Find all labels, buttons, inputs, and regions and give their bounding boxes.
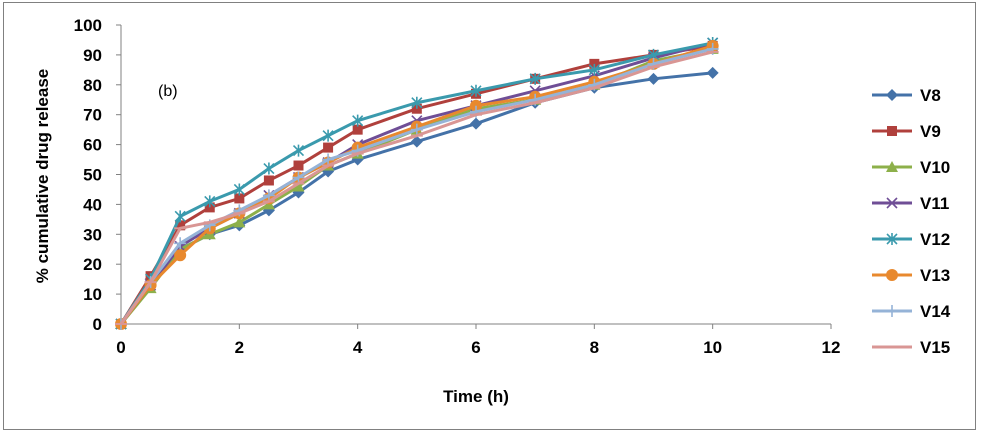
- data-point-v12: [204, 195, 216, 208]
- y-tick-label: 40: [83, 195, 102, 214]
- data-point-v12: [174, 210, 186, 223]
- data-point-v10: [233, 216, 246, 228]
- y-tick-label: 10: [83, 285, 102, 304]
- y-tick-label: 100: [74, 16, 102, 35]
- legend-label-v13: V13: [920, 266, 950, 285]
- x-tick-label: 12: [822, 338, 841, 357]
- data-point-v9: [323, 142, 334, 153]
- legend-label-v11: V11: [920, 194, 949, 213]
- series-line-v11: [119, 41, 714, 325]
- data-point-v8: [410, 135, 423, 148]
- legend: V8 V9 V10 V11 V12 V13 V14 V15: [872, 86, 951, 357]
- legend-marker-v11: [886, 197, 898, 209]
- data-point-v10: [292, 180, 305, 192]
- data-point-v9: [293, 160, 304, 171]
- series-line-v10: [119, 47, 713, 325]
- y-tick-label: 70: [83, 106, 102, 125]
- data-point-v14: [174, 237, 187, 250]
- data-point-v12: [292, 144, 305, 157]
- y-tick-label: 50: [83, 166, 102, 185]
- y-tick-label: 30: [83, 225, 102, 244]
- data-point-v12: [588, 63, 600, 76]
- x-axis-title: Time (h): [443, 387, 509, 406]
- legend-marker-v9: [887, 126, 897, 136]
- x-tick-label: 6: [471, 338, 480, 357]
- data-point-v14: [410, 123, 423, 136]
- data-point-v8: [647, 72, 660, 85]
- data-point-v13: [174, 249, 187, 262]
- y-tick-label: 20: [83, 255, 102, 274]
- y-tick-label: 90: [83, 46, 102, 65]
- series-line-v9: [119, 44, 713, 325]
- legend-marker-v8: [886, 89, 898, 101]
- series-line-v12: [119, 41, 713, 325]
- legend-label-v14: V14: [920, 302, 951, 321]
- series-line-v14: [119, 47, 714, 325]
- x-tick-label: 10: [703, 338, 722, 357]
- legend-label-v9: V9: [920, 122, 941, 141]
- data-point-v8: [470, 117, 482, 130]
- data-point-v9: [175, 220, 186, 231]
- x-tick-label: 0: [116, 338, 125, 357]
- data-point-v12: [470, 84, 482, 97]
- data-point-v12: [263, 162, 275, 175]
- data-point-v14: [322, 153, 335, 166]
- data-point-v8: [706, 66, 719, 79]
- legend-label-v10: V10: [920, 158, 950, 177]
- data-point-v9: [352, 124, 363, 135]
- data-point-v12: [352, 114, 364, 127]
- y-tick-label: 0: [93, 315, 102, 334]
- data-point-v9: [263, 175, 274, 186]
- y-tick-label: 80: [83, 76, 102, 95]
- chart-frame: [3, 2, 976, 430]
- x-tick-label: 4: [353, 338, 363, 357]
- data-point-v12: [411, 96, 423, 109]
- data-point-v14: [292, 171, 305, 184]
- series-line-v15: [119, 50, 714, 325]
- y-axis-title: % cumulative drug release: [33, 69, 52, 283]
- legend-label-v8: V8: [920, 86, 941, 105]
- series-line-v13: [119, 44, 714, 325]
- data-point-v12: [529, 72, 541, 85]
- x-tick-label: 2: [235, 338, 244, 357]
- y-tick-label: 60: [83, 136, 102, 155]
- x-tick-label: 8: [590, 338, 599, 357]
- legend-label-v15: V15: [920, 338, 950, 357]
- legend-marker-v14: [886, 305, 898, 317]
- legend-marker-v13: [886, 269, 898, 281]
- data-point-v12: [233, 183, 245, 196]
- data-point-v14: [262, 189, 275, 202]
- data-point-v9: [234, 193, 245, 204]
- legend-marker-v10: [886, 161, 898, 172]
- legend-label-v12: V12: [920, 230, 950, 249]
- legend-marker-v12: [886, 233, 898, 245]
- panel-annotation: (b): [158, 83, 178, 100]
- data-point-v12: [322, 129, 334, 142]
- plot-area: 0 10 20 30 40 50 60 70 80 90 100 0 2 4 6 8 10 12: [74, 16, 841, 357]
